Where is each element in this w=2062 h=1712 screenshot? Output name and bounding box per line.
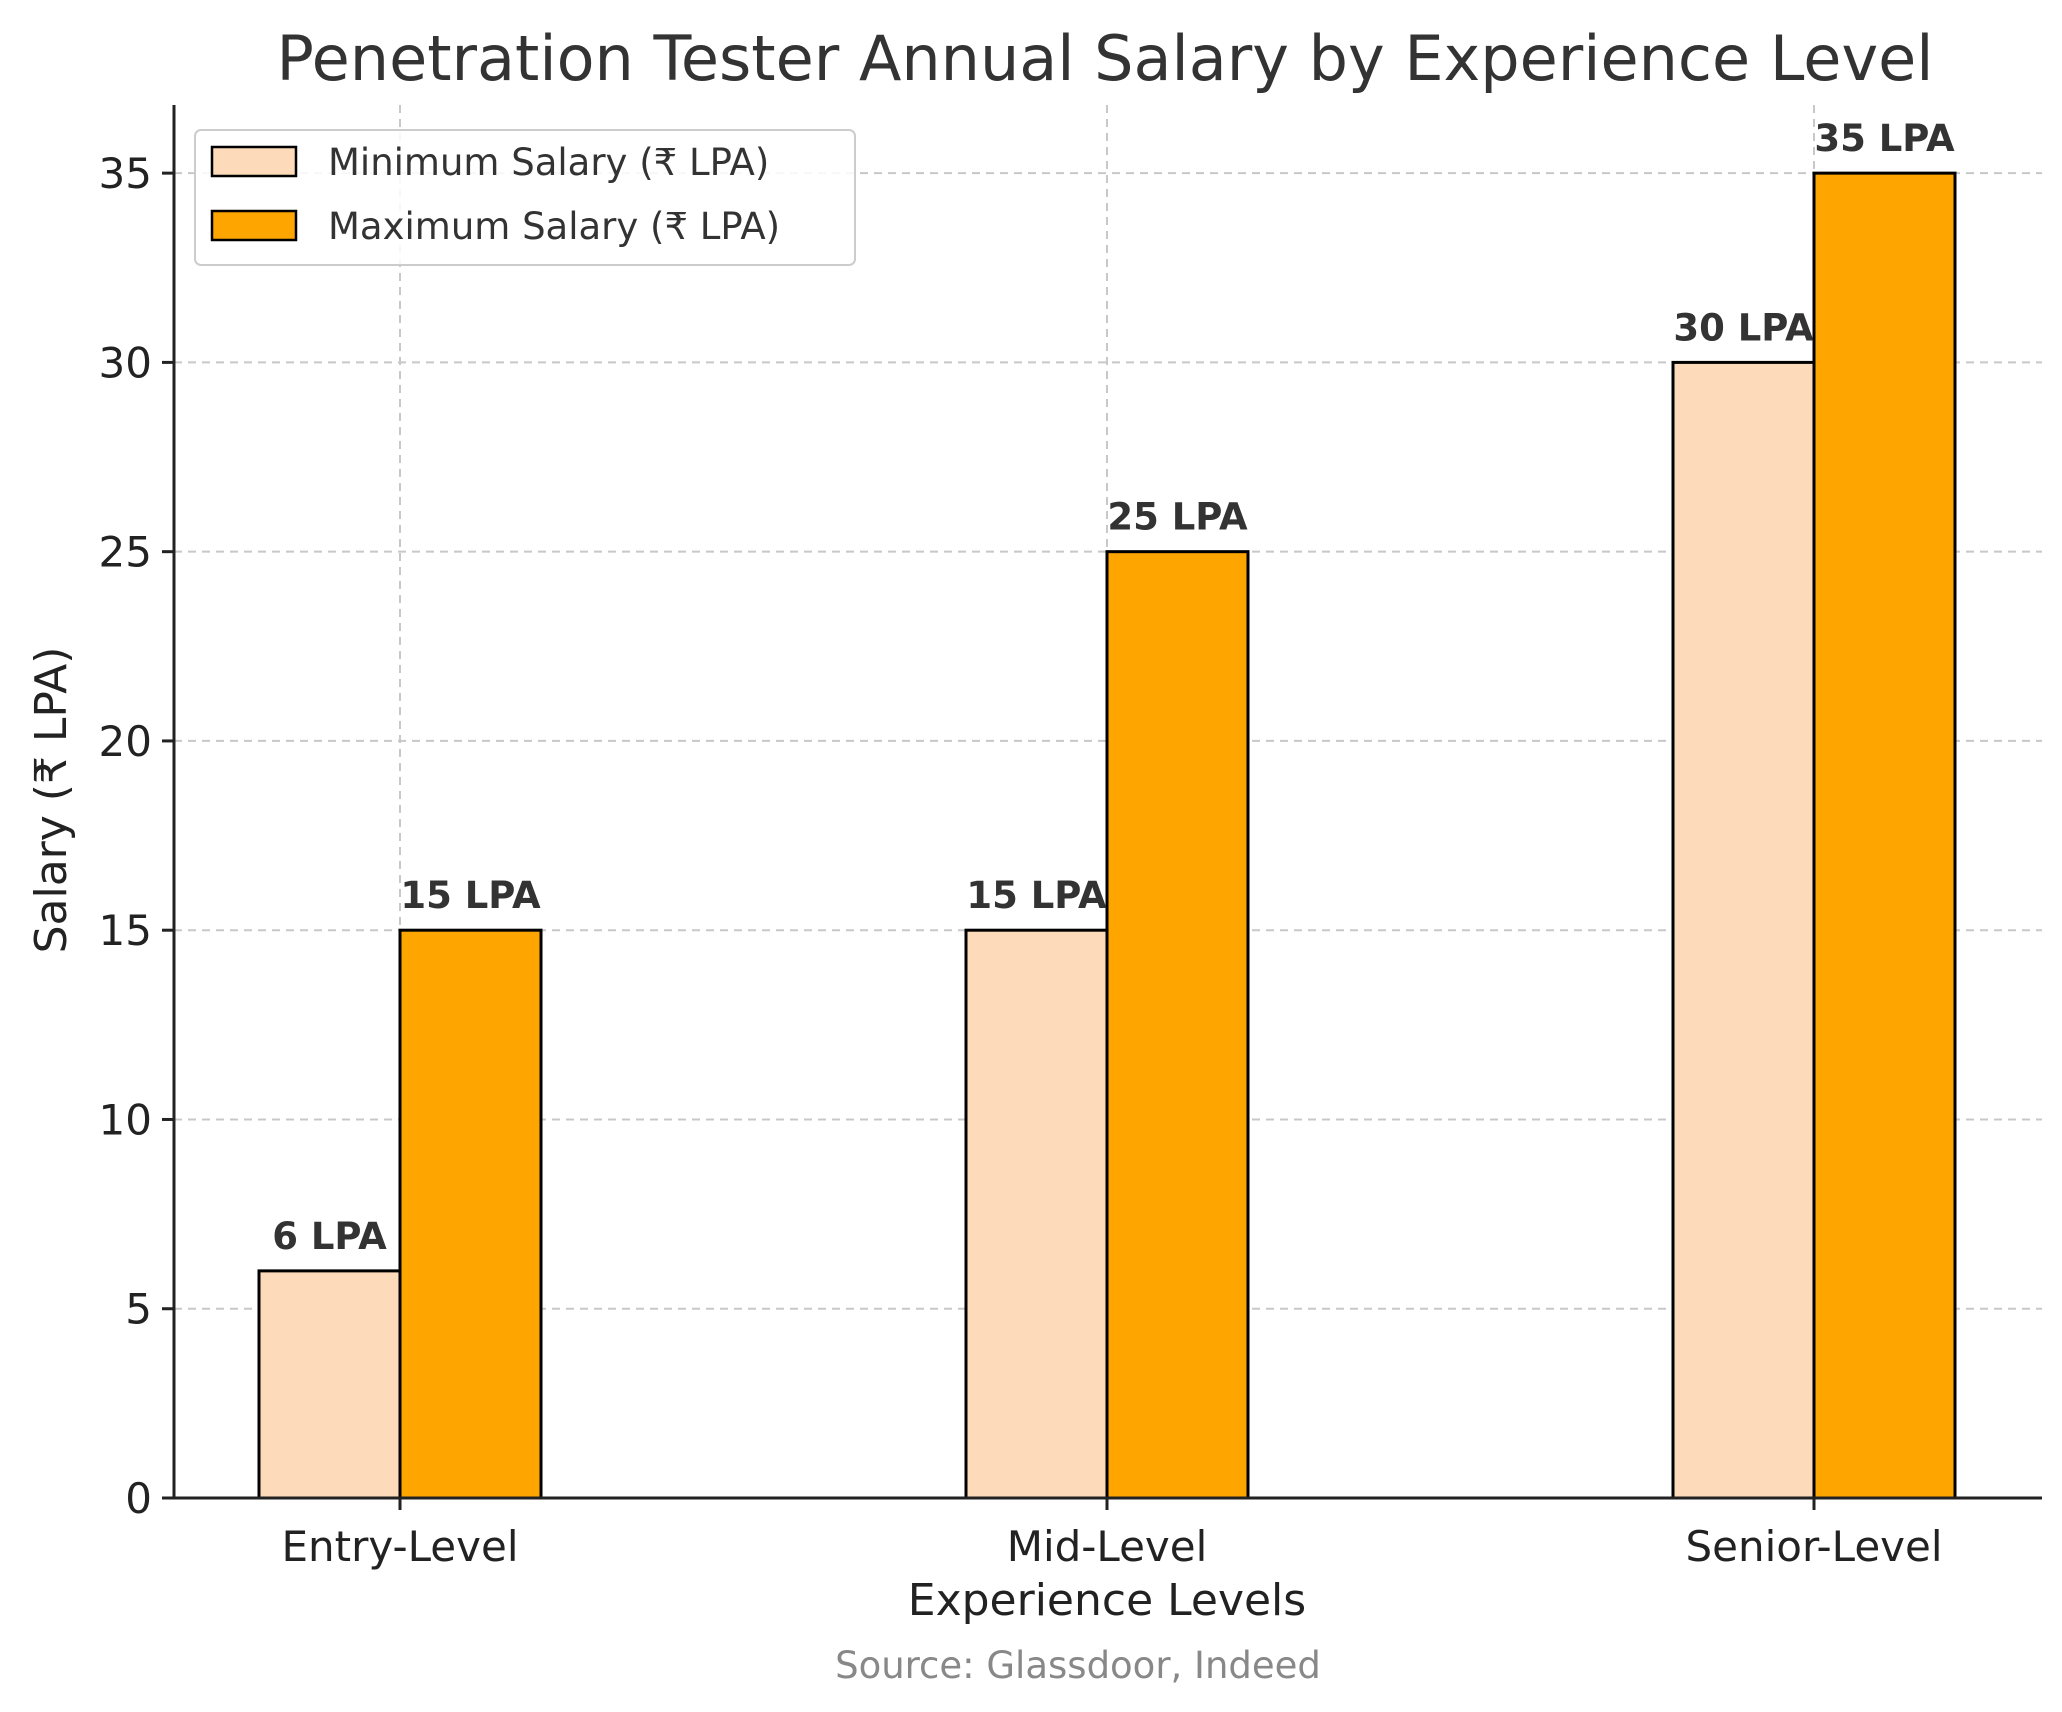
- x-axis-label: Experience Levels: [908, 1575, 1306, 1626]
- y-axis-label: Salary (₹ LPA): [26, 647, 77, 954]
- y-tick-label: 5: [125, 1285, 152, 1334]
- y-ticks: 0 5 10 15 20 25 30 35: [99, 149, 174, 1523]
- data-label: 25 LPA: [1107, 496, 1248, 539]
- bar-min-senior-level: [1671, 360, 1816, 1500]
- source-note: Source: Glassdoor, Indeed: [835, 1644, 1321, 1687]
- x-tick-label: Mid-Level: [1007, 1522, 1208, 1571]
- bar-min-mid-level: [964, 928, 1109, 1500]
- data-label: 6 LPA: [272, 1215, 387, 1258]
- legend-label-min: Minimum Salary (₹ LPA): [328, 141, 769, 184]
- bar-max-entry-level: [398, 928, 543, 1500]
- legend-swatch-max: [210, 209, 298, 242]
- data-label: 30 LPA: [1673, 306, 1814, 349]
- x-tick-label: Senior-Level: [1685, 1522, 1942, 1571]
- bar-max-mid-level: [1105, 550, 1250, 1500]
- data-label: 15 LPA: [966, 874, 1107, 917]
- y-tick-label: 15: [99, 906, 152, 955]
- y-tick-label: 10: [99, 1095, 152, 1144]
- y-tick-label: 25: [99, 528, 152, 577]
- legend-swatch-min: [210, 145, 298, 178]
- bar-min-entry-level: [257, 1269, 402, 1500]
- y-tick-label: 35: [99, 149, 152, 198]
- bars: [257, 171, 1957, 1500]
- data-labels: 6 LPA 15 LPA 15 LPA 25 LPA 30 LPA 35 LPA: [272, 117, 1955, 1258]
- legend: Minimum Salary (₹ LPA) Maximum Salary (₹…: [194, 129, 856, 266]
- chart-title: Penetration Tester Annual Salary by Expe…: [276, 22, 1933, 95]
- y-tick-label: 30: [99, 338, 152, 387]
- legend-box: [194, 129, 856, 266]
- data-label: 35 LPA: [1814, 117, 1955, 160]
- y-tick-label: 0: [125, 1474, 152, 1523]
- bar-max-senior-level: [1812, 171, 1957, 1500]
- x-ticks: Entry-Level Mid-Level Senior-Level: [281, 1498, 1943, 1571]
- data-label: 15 LPA: [400, 874, 541, 917]
- legend-label-max: Maximum Salary (₹ LPA): [328, 205, 780, 248]
- x-tick-label: Entry-Level: [281, 1522, 518, 1571]
- y-tick-label: 20: [99, 717, 152, 766]
